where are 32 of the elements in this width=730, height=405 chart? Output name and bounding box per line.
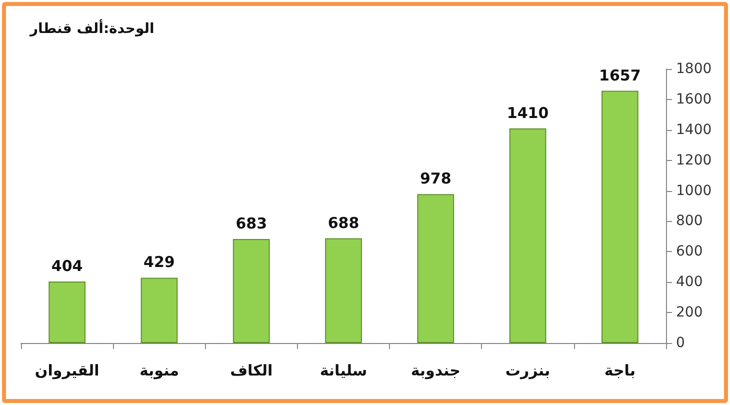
data-label: 429 (144, 253, 175, 272)
data-label: 404 (51, 257, 83, 275)
y-tick-label: 1200 (676, 152, 712, 168)
x-tick-label: سليانة (320, 362, 368, 380)
x-tick-label: بنزرت (505, 362, 550, 380)
x-tick-label: جندوبة (410, 362, 460, 380)
bar (48, 282, 86, 343)
x-tick-label: القيروان (34, 362, 100, 380)
data-label: 1410 (506, 104, 549, 122)
y-tick-label: 1600 (676, 91, 712, 108)
bar (509, 128, 546, 343)
y-tick-label: 1000 (676, 182, 712, 199)
bar (140, 278, 178, 343)
y-tick-label: 400 (676, 274, 703, 290)
data-label: 1657 (599, 66, 641, 84)
y-tick-label: 1400 (676, 122, 712, 138)
bar (417, 194, 454, 343)
x-tick-label: باجة (604, 362, 636, 380)
x-tick-label: الكاف (230, 362, 273, 380)
y-tick-label: 200 (676, 304, 703, 321)
data-label: 978 (420, 170, 452, 188)
bar (325, 238, 362, 343)
y-tick-label: 1800 (676, 61, 712, 77)
text: الوحدة:ألف قنطار (29, 19, 154, 37)
bar (602, 90, 638, 343)
data-label: 688 (328, 214, 360, 232)
x-tick-label: منوبة (139, 362, 179, 380)
y-tick-label: 600 (676, 244, 703, 260)
data-label: 683 (236, 214, 268, 233)
bar (232, 239, 270, 343)
y-tick-label: 800 (676, 213, 703, 230)
y-tick-label: 0 (676, 335, 685, 351)
